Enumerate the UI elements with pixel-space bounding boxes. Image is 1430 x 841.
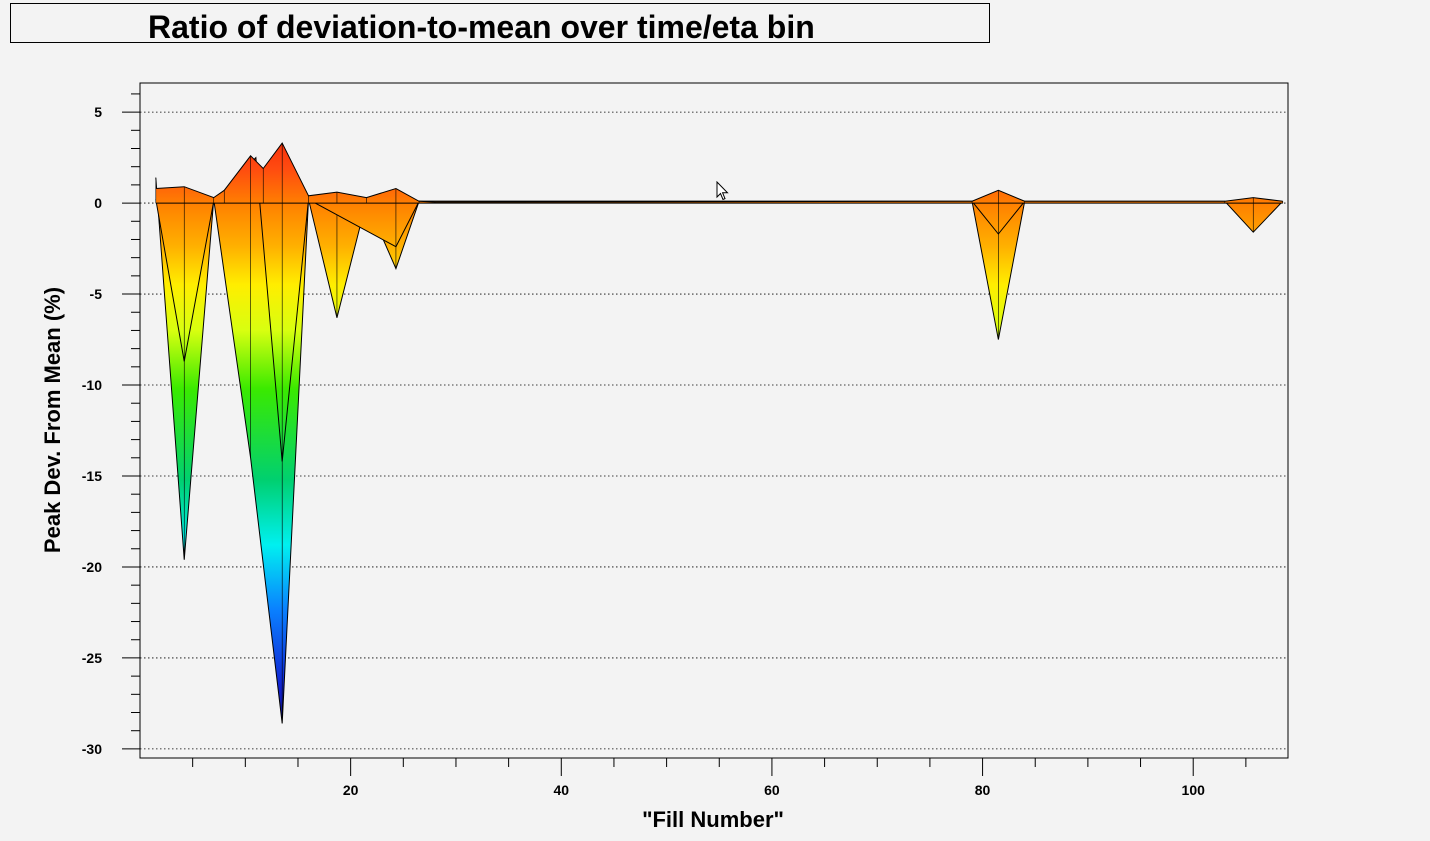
- mouse-pointer-icon: [716, 181, 729, 201]
- y-tick-label: -25: [82, 650, 102, 666]
- y-tick-label: -20: [82, 559, 102, 575]
- y-tick-label: -5: [90, 286, 103, 302]
- axes: 5 0 -5 -10 -15 -20 -25 -30 20 40 60 80 100: [82, 93, 1247, 798]
- x-tick-label: 100: [1182, 782, 1206, 798]
- x-tick-label: 80: [975, 782, 991, 798]
- series-area: [155, 177, 1025, 724]
- series-area: [155, 143, 1283, 204]
- x-axis-label: "Fill Number": [642, 807, 784, 832]
- chart-title-box: Ratio of deviation-to-mean over time/eta…: [10, 3, 990, 45]
- x-tick-label: 40: [553, 782, 569, 798]
- chart-title: Ratio of deviation-to-mean over time/eta…: [148, 9, 815, 45]
- y-tick-label: -10: [82, 377, 102, 393]
- y-tick-label: -15: [82, 468, 102, 484]
- y-tick-label: 0: [94, 195, 102, 211]
- x-tick-label: 20: [343, 782, 359, 798]
- y-axis-label: Peak Dev. From Mean (%): [40, 287, 65, 553]
- data-series-group: [155, 142, 1284, 724]
- x-tick-label: 60: [764, 782, 780, 798]
- y-tick-label: 5: [94, 104, 102, 120]
- plot-frame: [139, 82, 1289, 759]
- y-tick-label: -30: [82, 741, 102, 757]
